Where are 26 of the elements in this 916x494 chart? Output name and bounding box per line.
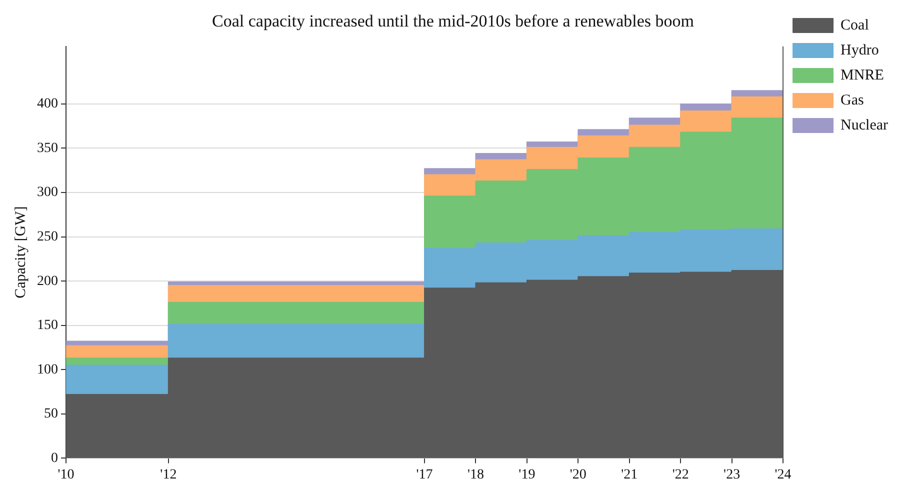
legend-label: Coal bbox=[840, 17, 869, 34]
y-tick-label: 250 bbox=[37, 229, 58, 244]
x-tick-label: '18 bbox=[467, 467, 484, 482]
x-tick-label: '17 bbox=[416, 467, 433, 482]
x-tick-label: '21 bbox=[621, 467, 638, 482]
y-tick-label: 400 bbox=[37, 96, 58, 112]
chart-title: Coal capacity increased until the mid-2010s before a renewables boom bbox=[212, 12, 694, 31]
x-tick-label: '24 bbox=[774, 467, 792, 482]
x-tick-label: '19 bbox=[518, 467, 536, 482]
legend-label: Nuclear bbox=[840, 117, 888, 134]
y-tick-label: 150 bbox=[37, 318, 58, 334]
x-tick-label: '22 bbox=[672, 467, 689, 482]
x-tick-label: '20 bbox=[570, 467, 586, 482]
legend-label: Gas bbox=[840, 92, 864, 108]
legend-label: Hydro bbox=[840, 42, 879, 58]
y-tick-label: 300 bbox=[37, 185, 58, 200]
y-tick-label: 350 bbox=[37, 140, 58, 156]
y-tick-label: 0 bbox=[51, 450, 58, 466]
y-tick-label: 100 bbox=[37, 362, 58, 378]
legend-label: MNRE bbox=[840, 67, 884, 84]
y-tick-label: 50 bbox=[44, 406, 58, 422]
x-tick-label: '10 bbox=[58, 467, 74, 482]
y-axis-title: Capacity [GW] bbox=[12, 206, 29, 298]
x-tick-label: '12 bbox=[160, 467, 177, 482]
x-tick-label: '23 bbox=[724, 467, 740, 482]
y-tick-label: 200 bbox=[37, 274, 58, 289]
